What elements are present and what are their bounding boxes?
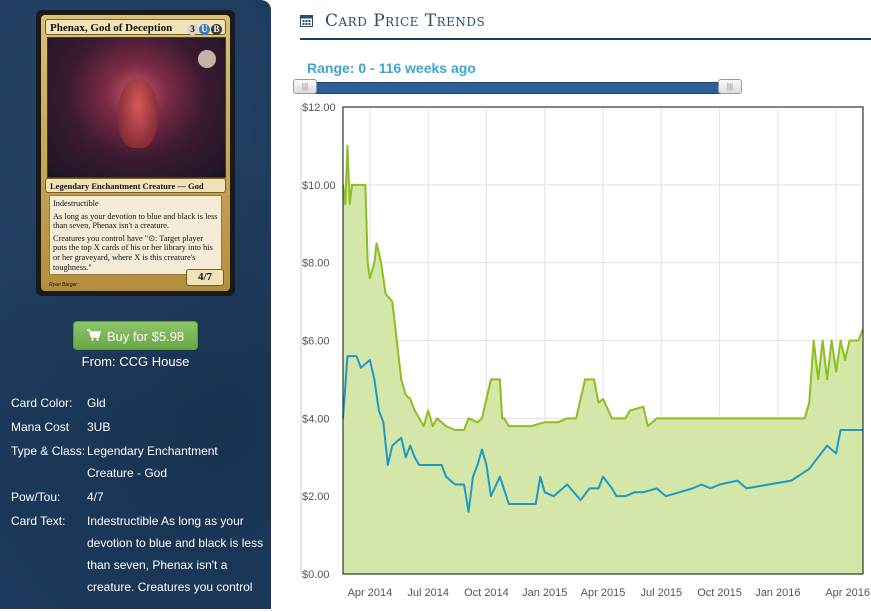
seller-label: From: CCG House xyxy=(81,354,190,369)
range-slider-handle-end[interactable]: ||| xyxy=(718,79,742,94)
card-power-toughness: 4/7 xyxy=(186,269,224,286)
range-slider-track[interactable] xyxy=(299,82,740,94)
card-type-line: Legendary Enchantment Creature — God xyxy=(45,178,226,193)
attr-label: Card Color: xyxy=(11,396,73,410)
attr-value: 3UB xyxy=(87,420,111,434)
moon-icon xyxy=(198,50,216,68)
x-tick-label: Oct 2014 xyxy=(464,587,509,599)
card-artist: Ryan Barger xyxy=(49,282,78,288)
attr-label: Pow/Tou: xyxy=(11,490,61,504)
mana-black: B xyxy=(211,24,222,35)
card-rule: Creatures you control have "⊙: Target pl… xyxy=(53,233,213,272)
series-line xyxy=(342,355,863,513)
x-tick-label: Apr 2015 xyxy=(581,587,626,599)
x-tick-label: Apr 2016 xyxy=(825,587,870,599)
y-tick-label: $10.00 xyxy=(302,180,336,192)
x-tick-label: Jan 2016 xyxy=(755,587,800,599)
range-slider-handle-start[interactable]: ||| xyxy=(293,79,317,94)
y-tick-label: $4.00 xyxy=(302,413,330,425)
x-tick-label: Jan 2015 xyxy=(522,587,567,599)
plot-border xyxy=(342,106,864,575)
attr-label: Mana Cost xyxy=(11,420,70,434)
mana-blue: U xyxy=(199,24,210,35)
shopping-cart-icon xyxy=(86,323,101,352)
buy-button[interactable]: Buy for $5.98 xyxy=(73,321,198,350)
attr-label: Type & Class: xyxy=(11,444,86,458)
series-line xyxy=(342,144,864,432)
price-chart-svg: $0.00 $2.00 $4.00 $6.00 $8.00 $10.00 $12.00 Apr… xyxy=(300,102,870,599)
x-tick-label: Jul 2014 xyxy=(407,587,449,599)
card-rule: As long as your devotion to blue and bla… xyxy=(53,211,218,231)
title-divider xyxy=(300,38,871,40)
y-tick-label: $0.00 xyxy=(302,569,330,581)
x-tick-label: Jul 2015 xyxy=(640,587,682,599)
attr-value: Legendary Enchantment Creature - God xyxy=(87,444,218,480)
card-rule: Indestructible xyxy=(53,199,99,208)
y-tick-label: $2.00 xyxy=(302,491,330,503)
buy-button-label: Buy for $5.98 xyxy=(106,329,185,344)
card-name: Phenax, God of Deception xyxy=(50,22,173,34)
x-tick-label: Oct 2015 xyxy=(697,587,742,599)
calendar-icon xyxy=(300,14,313,27)
attr-value: Gld xyxy=(87,396,106,410)
series-area xyxy=(343,145,863,574)
y-tick-label: $6.00 xyxy=(302,336,330,348)
attr-value: 4/7 xyxy=(87,490,104,504)
y-tick-label: $12.00 xyxy=(302,102,336,114)
attr-label: Card Text: xyxy=(11,514,66,528)
range-label: Range: 0 - 116 weeks ago xyxy=(307,60,476,76)
price-chart: $0.00 $2.00 $4.00 $6.00 $8.00 $10.00 $12.00 Apr… xyxy=(300,100,871,607)
mana-generic: 3 xyxy=(187,24,198,35)
page-title: Card Price Trends xyxy=(325,11,486,31)
phenax-figure xyxy=(118,78,158,148)
attr-value: Indestructible As long as your devotion … xyxy=(87,514,264,594)
y-tick-label: $8.00 xyxy=(302,258,330,270)
card-rules-box: Indestructible As long as your devotion … xyxy=(49,195,222,275)
card-art xyxy=(47,37,226,178)
x-tick-label: Apr 2014 xyxy=(348,587,393,599)
